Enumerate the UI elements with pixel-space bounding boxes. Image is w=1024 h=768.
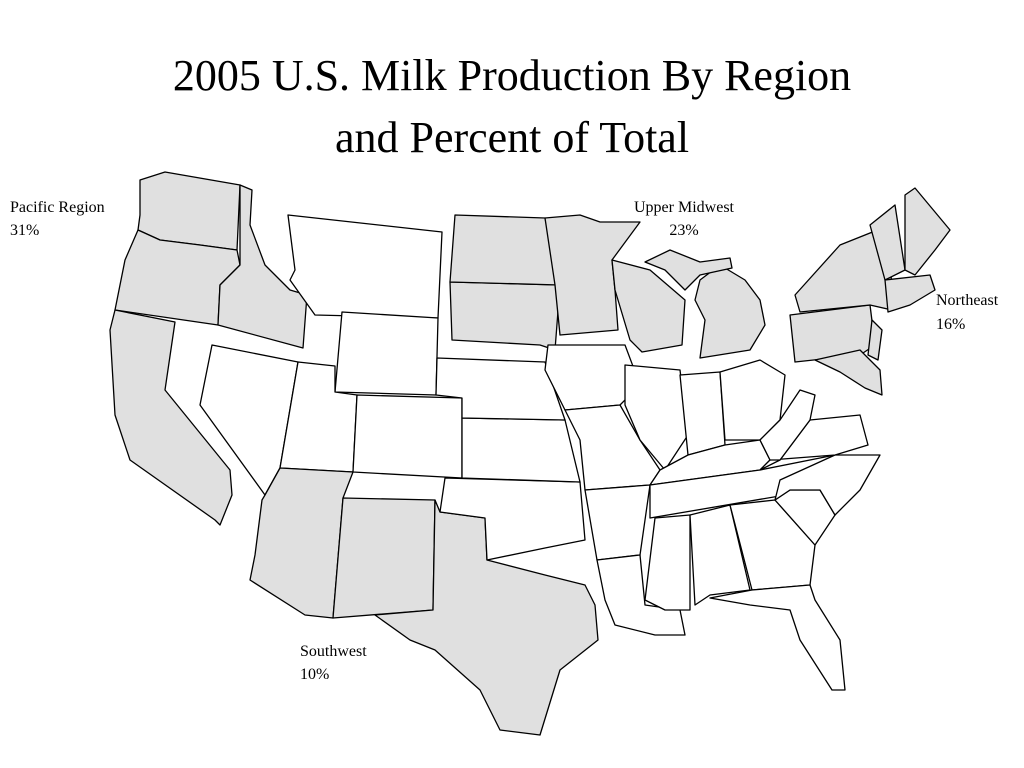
region-percent: 31% [10, 222, 39, 239]
state [694, 264, 766, 359]
state [596, 554, 686, 636]
region-name: Northeast [936, 292, 999, 309]
state [611, 259, 686, 353]
region-percent: 10% [300, 666, 329, 683]
region-percent: 16% [936, 316, 965, 333]
state [867, 319, 883, 361]
state [334, 311, 439, 396]
region-percent: 23% [669, 222, 698, 239]
state [644, 249, 733, 291]
state [109, 309, 233, 526]
state [679, 371, 726, 456]
state [814, 349, 883, 396]
states [109, 171, 951, 736]
state [884, 274, 936, 313]
state [449, 281, 561, 351]
state [709, 584, 846, 691]
state [904, 187, 951, 276]
state [759, 389, 816, 461]
state [774, 454, 881, 516]
state [287, 214, 443, 319]
state [644, 514, 691, 611]
region-name: Pacific Region [10, 199, 105, 216]
state [461, 417, 581, 483]
region-name: Upper Midwest [634, 199, 735, 216]
title-line: and Percent of Total [335, 113, 689, 162]
state [439, 477, 586, 561]
state [352, 394, 463, 479]
state [249, 467, 354, 619]
state [435, 357, 566, 421]
state [332, 497, 436, 619]
title-line: 2005 U.S. Milk Production By Region [173, 51, 851, 100]
state [729, 499, 816, 591]
region-name: Southwest [300, 643, 367, 660]
state [449, 214, 561, 286]
state [689, 504, 751, 606]
state [584, 484, 651, 561]
